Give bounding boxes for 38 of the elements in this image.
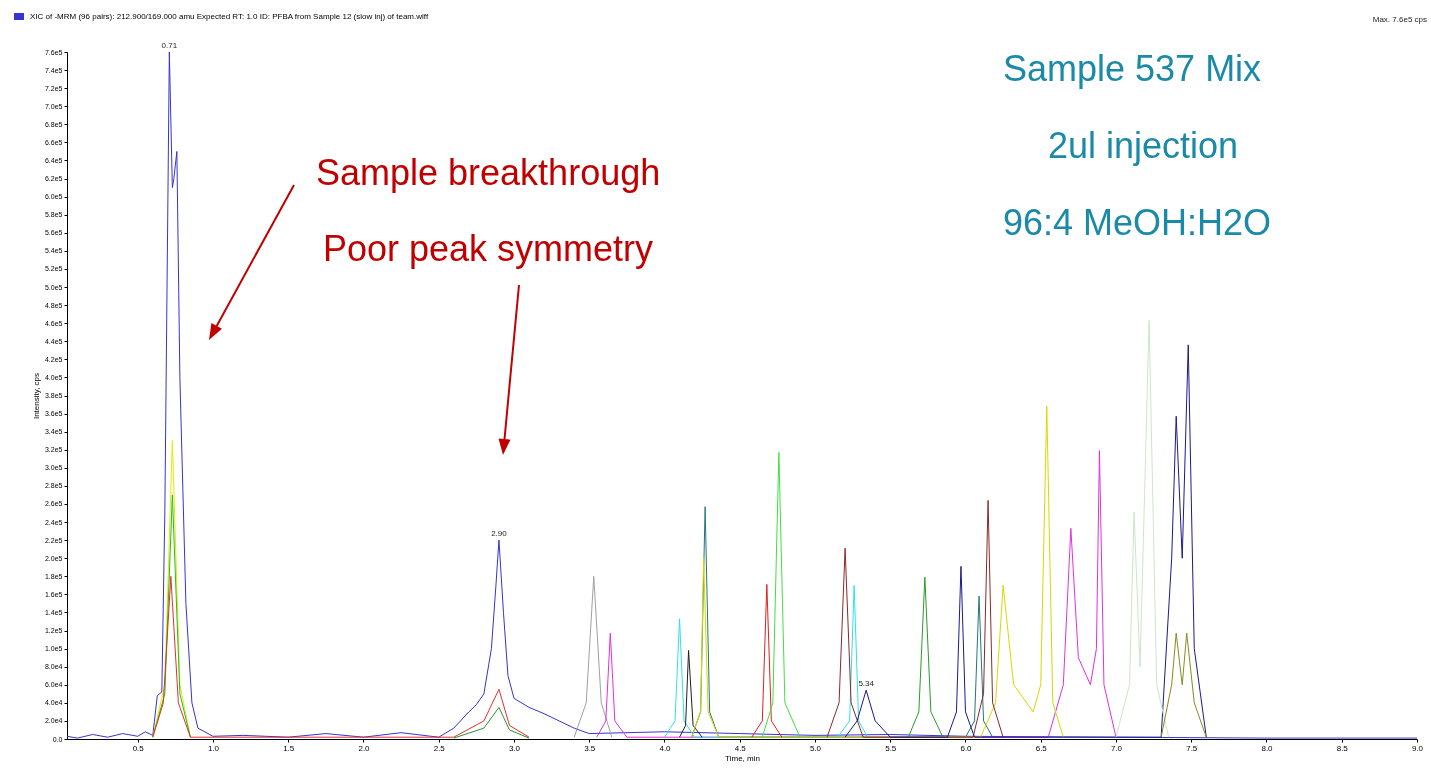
line-series bbox=[152, 575, 530, 738]
annotation: 5.34 bbox=[858, 679, 875, 689]
x-tick-label: 3.5 bbox=[584, 743, 596, 753]
annotation: Poor peak symmetry bbox=[323, 228, 654, 270]
x-tick-label: 6.0 bbox=[960, 743, 973, 753]
x-tick-label: 6.5 bbox=[1035, 743, 1048, 753]
annotation: 96:4 MeOH:H2O bbox=[1003, 202, 1272, 244]
y-axis-title: Intensity, cps bbox=[31, 372, 41, 420]
annotation: 2ul injection bbox=[1048, 125, 1239, 167]
x-tick-label: 1.5 bbox=[283, 743, 295, 753]
line-series bbox=[66, 51, 1418, 739]
legend-label: XIC of -MRM (96 pairs): 212.900/169.000 amu Expected RT: 1.0 ID: PFBA from Sample 12 (slow inj) of team.wiff bbox=[30, 12, 429, 21]
x-tick-label: 9.0 bbox=[1411, 743, 1424, 753]
line-series bbox=[691, 405, 1064, 738]
line-series bbox=[844, 344, 1207, 738]
x-axis-title: Time, min bbox=[725, 753, 760, 763]
line-series bbox=[453, 706, 530, 739]
x-tick-label: 8.0 bbox=[1261, 743, 1274, 753]
annotation: Sample 537 Mix bbox=[1003, 48, 1262, 90]
x-tick-label: 3.0 bbox=[508, 743, 521, 753]
x-tick-label: 2.0 bbox=[358, 743, 371, 753]
x-tick-label: 4.5 bbox=[734, 743, 747, 753]
line-series bbox=[826, 499, 1004, 738]
line-series bbox=[1115, 319, 1170, 738]
line-series bbox=[1160, 632, 1207, 738]
annotation: 0.71 bbox=[161, 41, 178, 50]
x-tick-label: 7.5 bbox=[1186, 743, 1198, 753]
x-tick-label: 5.0 bbox=[809, 743, 822, 753]
x-tick-label: 5.5 bbox=[885, 743, 897, 753]
text: Max. 7.6e5 cps bbox=[1372, 15, 1427, 24]
x-tick-label: 4.0 bbox=[659, 743, 672, 753]
x-tick-label: 2.5 bbox=[433, 743, 446, 753]
x-tick-label: 7.0 bbox=[1110, 743, 1123, 753]
annotation: 2.90 bbox=[491, 529, 508, 539]
x-tick-label: 8.5 bbox=[1336, 743, 1349, 753]
annotation: Sample breakthrough bbox=[316, 152, 661, 194]
x-tick-label: 0.5 bbox=[132, 743, 145, 753]
x-tick-label: 1.0 bbox=[207, 743, 220, 753]
